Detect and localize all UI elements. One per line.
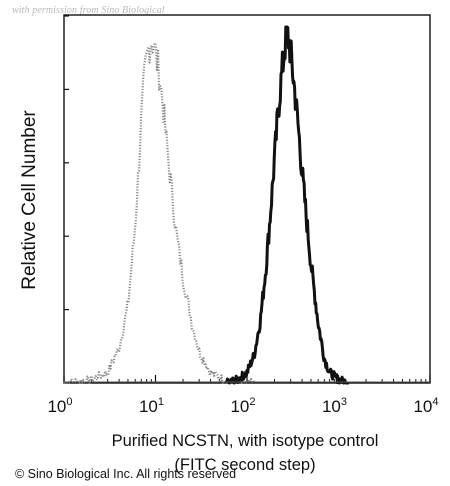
series-group [63,25,430,385]
x-tick-label: 100 [47,396,72,416]
x-tick-label: 104 [413,396,438,416]
series-1 [63,41,256,385]
x-axis-label: Purified NCSTN, with isotype control (FI… [112,429,379,477]
x-axis-label-line2: (FITC second step) [174,456,316,474]
series-2-line [225,25,350,385]
series-2 [225,25,350,385]
x-tick-label: 101 [139,396,164,416]
y-axis-ticks [64,15,69,384]
watermark: with permission from Sino Biological [12,5,165,16]
plot-frame [63,14,431,384]
series-1-line [63,41,256,385]
copyright-notice: © Sino Biological Inc. All rights reserv… [15,467,237,481]
x-axis-label-line1: Purified NCSTN, with isotype control [111,432,379,450]
x-tick-label: 103 [322,396,347,416]
x-tick-label: 102 [230,396,255,416]
